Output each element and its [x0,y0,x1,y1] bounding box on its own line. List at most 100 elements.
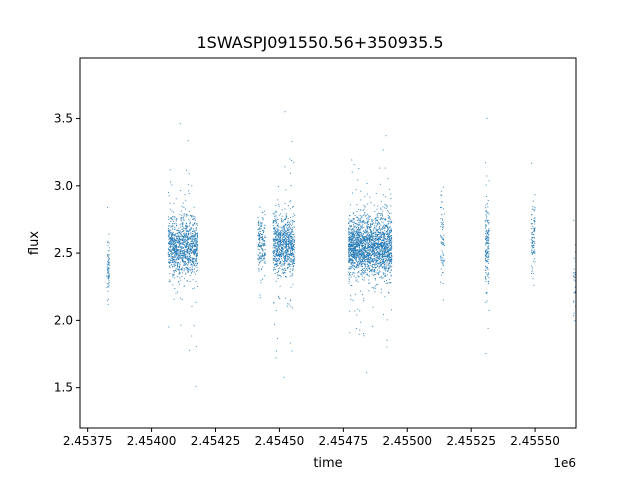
data-point [389,232,391,233]
data-point [172,252,174,254]
data-point [283,231,285,233]
data-point [358,250,360,252]
data-point [376,243,378,245]
data-point [171,244,173,246]
data-point [371,224,373,226]
data-point [385,258,387,260]
data-point [170,238,172,240]
data-point [390,221,392,223]
data-point [382,244,384,246]
data-point [360,219,362,221]
data-point [359,218,361,220]
data-point [286,252,288,254]
data-point [488,229,490,231]
data-point [352,258,354,260]
data-point [272,222,274,224]
data-point [357,240,359,242]
data-point [173,251,175,253]
data-point [176,218,178,220]
data-point [288,234,290,236]
data-point [354,242,356,244]
data-point [352,264,354,266]
data-point [281,215,283,217]
data-point [262,266,264,268]
data-point [370,249,372,251]
data-point [287,205,289,207]
data-point [367,257,369,259]
data-point [191,266,193,268]
data-point [348,271,350,273]
data-point [371,269,373,271]
data-point [292,253,294,255]
data-point [169,281,171,283]
data-point [390,241,392,243]
data-point [348,233,350,235]
data-point [188,253,190,255]
data-point [168,240,170,242]
data-point [279,249,281,251]
data-point [196,260,198,262]
data-point [361,240,363,242]
data-point [355,240,357,242]
data-point [379,230,381,232]
data-point [281,226,283,228]
data-point [168,229,170,231]
data-point [108,276,110,278]
data-point [279,285,281,287]
data-point [284,269,286,271]
data-point [294,215,296,217]
data-point [283,239,285,241]
data-point [352,261,354,263]
data-point [389,264,391,266]
data-point [261,217,263,219]
data-point [367,240,369,242]
data-point [171,257,173,259]
data-point [350,231,352,233]
data-point [351,229,353,231]
data-point [533,273,535,275]
data-point [260,279,262,281]
data-point [355,259,357,261]
data-point [184,237,186,239]
data-point [352,262,354,264]
data-point [175,250,177,252]
data-point [381,265,383,267]
data-point [261,238,263,240]
data-point [290,248,292,250]
data-point [352,213,354,215]
data-point [441,237,443,239]
data-point [360,290,362,292]
data-point [386,346,388,348]
data-point [387,250,389,252]
data-point [290,250,292,252]
data-point [387,251,389,253]
data-point [290,242,292,244]
data-point [357,224,359,226]
data-point [289,227,291,229]
data-point [278,297,280,299]
data-point [360,256,362,258]
data-point [183,265,185,267]
data-point [350,225,352,227]
data-point [387,245,388,247]
data-point [348,245,350,247]
data-point [274,232,276,234]
data-point [189,228,191,230]
data-point [184,241,186,243]
data-point [262,278,264,280]
data-point [389,233,391,235]
data-point [371,246,373,248]
data-point [169,246,171,248]
data-point [374,218,376,220]
data-point [291,229,293,231]
data-point [287,256,289,258]
data-point [183,264,185,266]
data-point [174,238,176,240]
data-point [177,269,179,271]
data-point [184,257,186,259]
data-point [185,226,187,228]
data-point [183,236,185,238]
data-point [442,242,444,244]
data-point [371,267,373,269]
data-point [184,251,186,253]
